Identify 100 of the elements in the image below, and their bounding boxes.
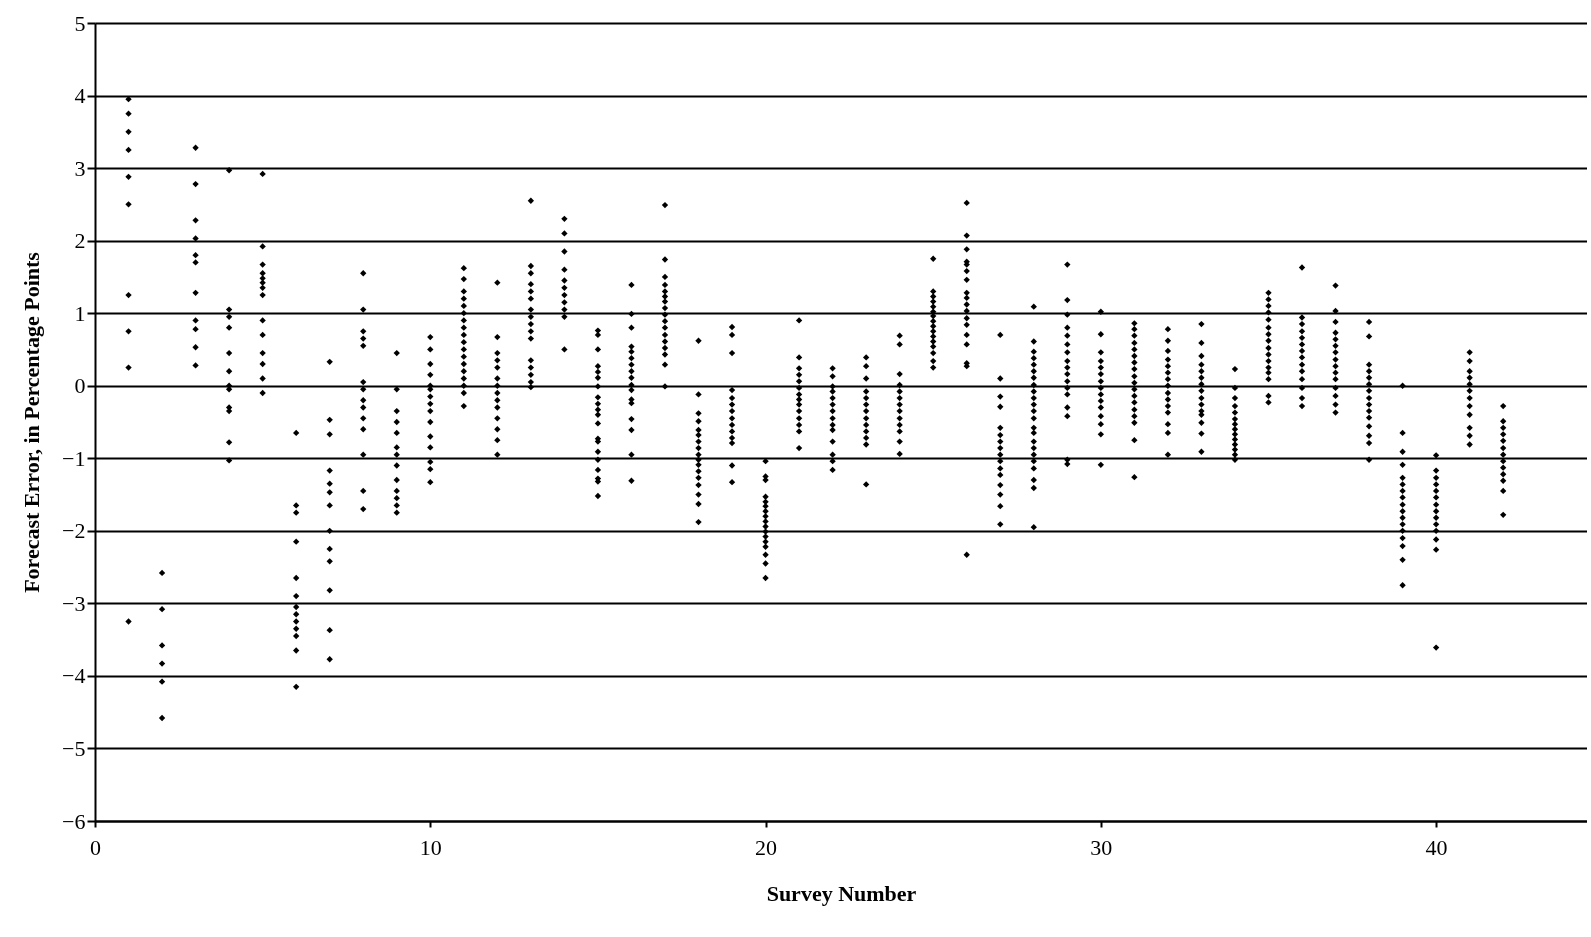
point bbox=[862, 354, 870, 361]
point bbox=[930, 343, 937, 350]
point bbox=[1164, 376, 1172, 383]
point bbox=[1365, 381, 1373, 388]
point bbox=[695, 337, 702, 344]
point bbox=[360, 397, 367, 404]
point bbox=[1164, 396, 1172, 403]
point bbox=[1231, 446, 1239, 453]
point bbox=[1164, 356, 1172, 363]
point bbox=[896, 438, 903, 445]
point bbox=[360, 328, 367, 335]
point bbox=[594, 368, 602, 376]
point bbox=[963, 331, 970, 339]
point bbox=[896, 370, 903, 378]
point bbox=[728, 421, 736, 429]
point bbox=[158, 642, 166, 649]
point bbox=[1064, 296, 1071, 304]
point bbox=[1500, 418, 1507, 425]
point bbox=[594, 374, 602, 381]
point bbox=[1231, 431, 1239, 438]
point bbox=[326, 527, 333, 534]
point bbox=[1466, 374, 1473, 381]
point bbox=[1097, 431, 1104, 438]
point bbox=[661, 281, 669, 289]
point bbox=[1131, 359, 1138, 366]
point bbox=[460, 310, 467, 317]
point bbox=[561, 284, 568, 291]
point bbox=[695, 438, 702, 445]
point bbox=[1265, 376, 1272, 383]
point bbox=[192, 317, 199, 324]
point bbox=[728, 462, 736, 469]
point bbox=[1198, 419, 1205, 426]
point bbox=[494, 364, 501, 371]
point bbox=[1298, 347, 1306, 355]
point bbox=[1064, 349, 1071, 356]
point bbox=[1500, 477, 1507, 484]
point bbox=[930, 303, 937, 310]
point bbox=[1030, 338, 1037, 345]
point bbox=[1064, 324, 1071, 331]
point bbox=[762, 513, 769, 520]
point bbox=[829, 394, 836, 402]
point bbox=[1198, 448, 1205, 455]
point bbox=[293, 429, 300, 437]
point bbox=[1466, 432, 1473, 439]
point bbox=[460, 339, 467, 346]
point bbox=[594, 346, 602, 353]
point bbox=[1265, 289, 1272, 297]
point bbox=[527, 313, 535, 320]
point bbox=[1231, 451, 1239, 458]
x-axis-title: Survey Number bbox=[766, 880, 917, 906]
point bbox=[930, 349, 937, 357]
y-tick-label: −6 bbox=[62, 808, 86, 834]
point bbox=[795, 421, 803, 429]
point bbox=[192, 289, 199, 297]
point bbox=[360, 306, 367, 313]
point bbox=[460, 375, 467, 382]
y-tick-label: 0 bbox=[74, 373, 86, 399]
point bbox=[963, 321, 970, 328]
point bbox=[896, 450, 903, 458]
point bbox=[1231, 409, 1239, 416]
point bbox=[527, 328, 535, 335]
point bbox=[1030, 368, 1037, 375]
y-tick-label: −2 bbox=[62, 518, 86, 544]
point bbox=[393, 386, 400, 393]
point bbox=[1432, 546, 1440, 553]
point bbox=[393, 509, 400, 516]
point bbox=[1365, 439, 1373, 447]
point bbox=[393, 407, 400, 415]
point bbox=[963, 289, 970, 297]
point bbox=[1399, 494, 1406, 501]
point bbox=[460, 353, 467, 360]
point bbox=[225, 386, 233, 393]
point bbox=[963, 267, 970, 275]
point bbox=[561, 346, 568, 353]
point bbox=[862, 415, 870, 422]
point bbox=[1332, 362, 1339, 370]
point bbox=[1500, 464, 1507, 471]
point bbox=[460, 302, 467, 310]
y-axis-title: Forecast Error, in Percentage Points bbox=[19, 251, 45, 593]
point bbox=[661, 256, 669, 263]
point bbox=[795, 317, 803, 324]
point bbox=[762, 523, 769, 530]
point bbox=[896, 341, 903, 348]
point bbox=[427, 400, 434, 408]
point bbox=[460, 265, 467, 272]
point bbox=[1164, 409, 1172, 416]
point bbox=[1097, 364, 1104, 371]
point bbox=[259, 261, 266, 268]
point bbox=[1131, 352, 1138, 360]
point bbox=[259, 279, 266, 286]
point bbox=[728, 407, 736, 415]
point bbox=[293, 647, 300, 654]
point bbox=[695, 431, 702, 439]
point bbox=[661, 324, 669, 331]
point bbox=[661, 318, 669, 325]
point bbox=[930, 338, 937, 345]
point bbox=[728, 415, 736, 422]
point bbox=[1097, 349, 1104, 356]
point bbox=[1298, 368, 1306, 375]
point bbox=[930, 357, 937, 365]
